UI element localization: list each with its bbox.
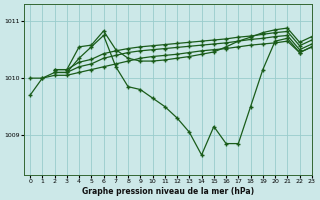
X-axis label: Graphe pression niveau de la mer (hPa): Graphe pression niveau de la mer (hPa) <box>82 187 254 196</box>
